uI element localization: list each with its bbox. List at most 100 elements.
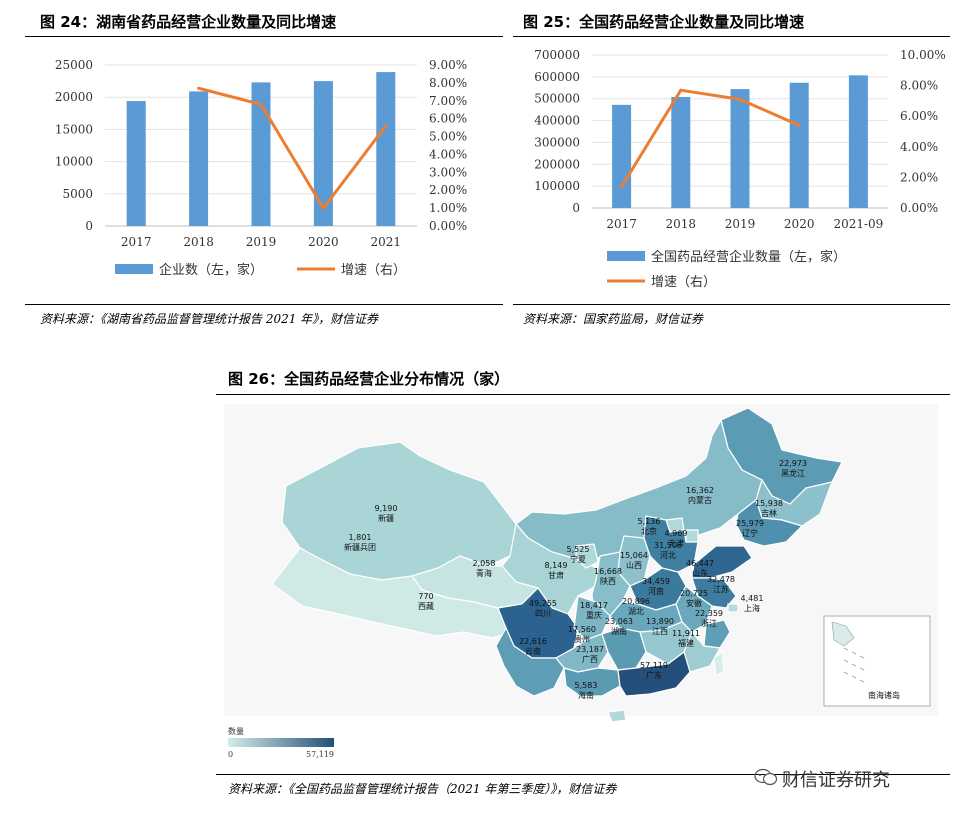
fig25-xtick: 2021-09 xyxy=(833,217,883,231)
region-name-label: 河南 xyxy=(648,586,664,596)
fig24-ytick-left: 20000 xyxy=(55,90,93,104)
fig24-top-rule xyxy=(25,36,503,37)
fig24-bar xyxy=(313,81,333,226)
region-value-label: 49,255 xyxy=(529,599,557,608)
legend-max-label: 57,119 xyxy=(306,750,334,759)
fig24-ytick-right: 6.00% xyxy=(429,112,467,126)
fig25-xtick: 2020 xyxy=(784,217,815,231)
fig25-ytick-right: 8.00% xyxy=(900,79,938,93)
fig25-bar xyxy=(730,89,750,208)
fig24-source: 资料来源：《湖南省药品监督管理统计报告 2021 年》，财信证券 xyxy=(40,312,379,326)
fig25-ytick-left: 200000 xyxy=(534,157,580,171)
region-name-label: 新疆兵团 xyxy=(344,542,376,552)
inset-land xyxy=(831,621,855,647)
fig24-growth-point xyxy=(321,206,325,210)
region-name-label: 内蒙古 xyxy=(688,495,712,505)
region-name-label: 贵州 xyxy=(574,634,590,644)
fig24-ytick-left: 5000 xyxy=(62,187,93,201)
region-name-label: 北京 xyxy=(641,526,657,536)
fig25-ytick-right: 2.00% xyxy=(900,170,938,184)
region-name-label: 青海 xyxy=(476,568,492,578)
fig24-title: 图 24：湖南省药品经营企业数量及同比增速 xyxy=(40,13,337,31)
fig24-xtick: 2017 xyxy=(121,235,152,249)
fig24-ytick-right: 9.00% xyxy=(429,58,467,72)
fig24-growth-point xyxy=(197,86,201,90)
fig24-growth-line xyxy=(198,86,387,210)
region-value-label: 20,896 xyxy=(622,597,650,606)
region-name-label: 海南 xyxy=(578,690,594,700)
inset-label: 南海诸岛 xyxy=(868,690,900,700)
fig24-legend-label: 企业数（左，家） xyxy=(159,262,263,278)
region-name-label: 云南 xyxy=(525,646,541,656)
region-name-label: 辽宁 xyxy=(742,528,758,538)
inset-dash xyxy=(851,663,857,667)
fig25-ytick-left: 0 xyxy=(572,201,580,215)
region-name-label: 福建 xyxy=(678,638,694,648)
fig25-source: 资料来源：国家药监局，财信证券 xyxy=(523,312,704,326)
fig25-growth-line xyxy=(620,88,800,188)
region-value-label: 31,508 xyxy=(654,541,682,550)
map-region xyxy=(703,619,731,649)
fig25-top-rule xyxy=(513,36,950,37)
fig25-growth-point xyxy=(620,185,624,189)
fig24-xtick: 2018 xyxy=(183,235,214,249)
watermark: 财信证券研究 xyxy=(750,764,972,791)
fig25-title: 图 25：全国药品经营企业数量及同比增速 xyxy=(523,13,805,31)
fig26-title: 图 26：全国药品经营企业分布情况（家） xyxy=(228,370,510,388)
region-name-label: 甘肃 xyxy=(548,570,564,580)
fig24-ytick-left: 25000 xyxy=(55,58,93,72)
legend-title: 数量 xyxy=(228,726,244,736)
fig25-ytick-left: 500000 xyxy=(534,92,580,106)
region-name-label: 吉林 xyxy=(761,508,777,518)
region-value-label: 4,969 xyxy=(665,529,688,538)
fig24-growth-point xyxy=(384,124,388,128)
fig25-legend-bar-swatch xyxy=(607,251,645,261)
region-name-label: 宁夏 xyxy=(570,554,586,564)
fig25-ytick-right: 4.00% xyxy=(900,140,938,154)
region-name-label: 重庆 xyxy=(586,610,602,620)
fig24-chart: 0 5000 10000 15000 20000 25000 0.00% 1.00% 2.00%… xyxy=(55,58,467,278)
fig25-xtick: 2017 xyxy=(606,217,637,231)
fig24-bottom-rule xyxy=(25,304,503,305)
region-name-label: 四川 xyxy=(535,609,551,618)
region-value-label: 23,187 xyxy=(576,645,604,654)
region-name-label: 江苏 xyxy=(713,584,729,594)
inset-dash xyxy=(859,655,865,659)
fig26-bottom-rule xyxy=(216,774,950,775)
map-region xyxy=(617,651,691,697)
fig25-growth-point xyxy=(738,97,742,101)
fig25-xtick: 2019 xyxy=(725,217,756,231)
inset-dash xyxy=(843,671,849,675)
fig25-ytick-right: 10.00% xyxy=(900,48,946,62)
region-value-label: 16,362 xyxy=(686,486,714,495)
fig24-ytick-right: 1.00% xyxy=(429,201,467,215)
region-value-label: 23,063 xyxy=(605,617,633,626)
map-region xyxy=(735,499,804,547)
inset-dash xyxy=(851,651,857,655)
region-value-label: 22,359 xyxy=(695,609,723,618)
fig24-xtick: 2019 xyxy=(246,235,277,249)
region-name-label: 江西 xyxy=(652,627,668,636)
fig24-xtick: 2020 xyxy=(308,235,339,249)
region-value-label: 15,938 xyxy=(755,499,783,508)
region-value-label: 18,417 xyxy=(580,601,608,610)
region-value-label: 13,890 xyxy=(646,617,674,626)
region-value-label: 46,447 xyxy=(686,559,714,568)
fig25-bar xyxy=(612,104,632,208)
fig25-bar xyxy=(848,75,868,208)
fig24-ytick-right: 5.00% xyxy=(429,130,467,144)
region-value-label: 34,459 xyxy=(642,577,670,586)
region-value-label: 15,064 xyxy=(620,551,648,560)
region-value-label: 25,979 xyxy=(736,519,764,528)
fig25-ytick-right: 6.00% xyxy=(900,109,938,123)
region-value-label: 4,481 xyxy=(741,594,764,603)
fig24-ytick-right: 8.00% xyxy=(429,76,467,90)
inset-dash xyxy=(859,679,865,683)
fig25-growth-point xyxy=(797,123,801,127)
fig25-growth-point xyxy=(679,88,683,92)
fig24-bar xyxy=(376,72,396,226)
region-value-label: 22,973 xyxy=(779,459,807,468)
watermark-text: 财信证券研究 xyxy=(782,770,890,791)
region-value-label: 16,668 xyxy=(594,567,622,576)
map-region xyxy=(685,529,699,543)
